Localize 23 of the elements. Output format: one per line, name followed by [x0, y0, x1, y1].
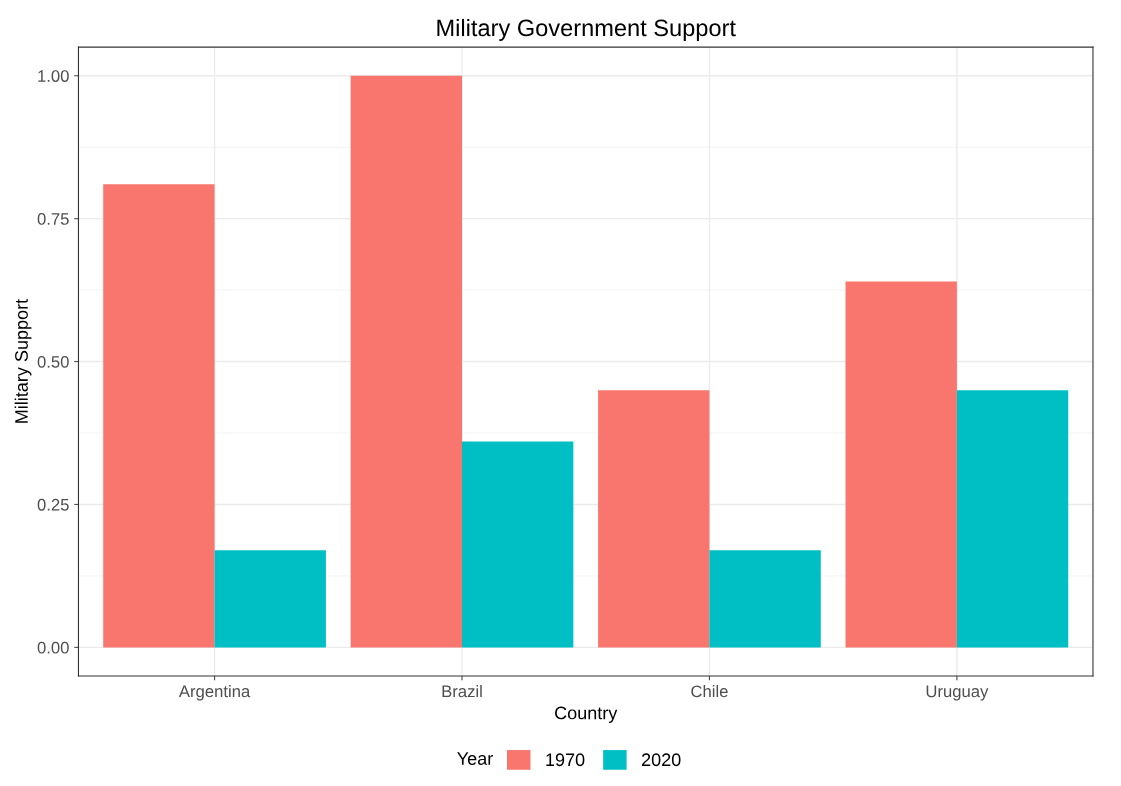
bar — [462, 441, 574, 648]
y-tick-label: 0.75 — [37, 213, 69, 225]
bar — [214, 550, 326, 648]
x-tick-label: Brazil — [442, 684, 482, 698]
bar — [598, 390, 710, 648]
legend-label: 1970 — [546, 753, 585, 767]
bar — [956, 390, 1069, 648]
y-tick-label: 0.00 — [37, 641, 69, 654]
y-axis-title: Military Support — [14, 298, 32, 423]
x-axis-title: Country — [555, 706, 618, 723]
bar — [350, 75, 462, 648]
y-tick-label: 0.50 — [37, 355, 69, 368]
bar — [709, 550, 821, 648]
x-tick-label: Chile — [691, 684, 728, 698]
y-tick-label: 0.25 — [37, 498, 69, 511]
bar — [103, 184, 215, 648]
chart-title: Military Government Support — [437, 18, 736, 41]
bar — [845, 281, 957, 648]
x-tick-label: Uruguay — [926, 685, 989, 701]
x-tick-label: Argentina — [178, 684, 251, 701]
legend-title: Year — [457, 752, 493, 765]
legend-label: 2020 — [641, 753, 681, 767]
y-tick-label: 1.00 — [38, 70, 69, 82]
